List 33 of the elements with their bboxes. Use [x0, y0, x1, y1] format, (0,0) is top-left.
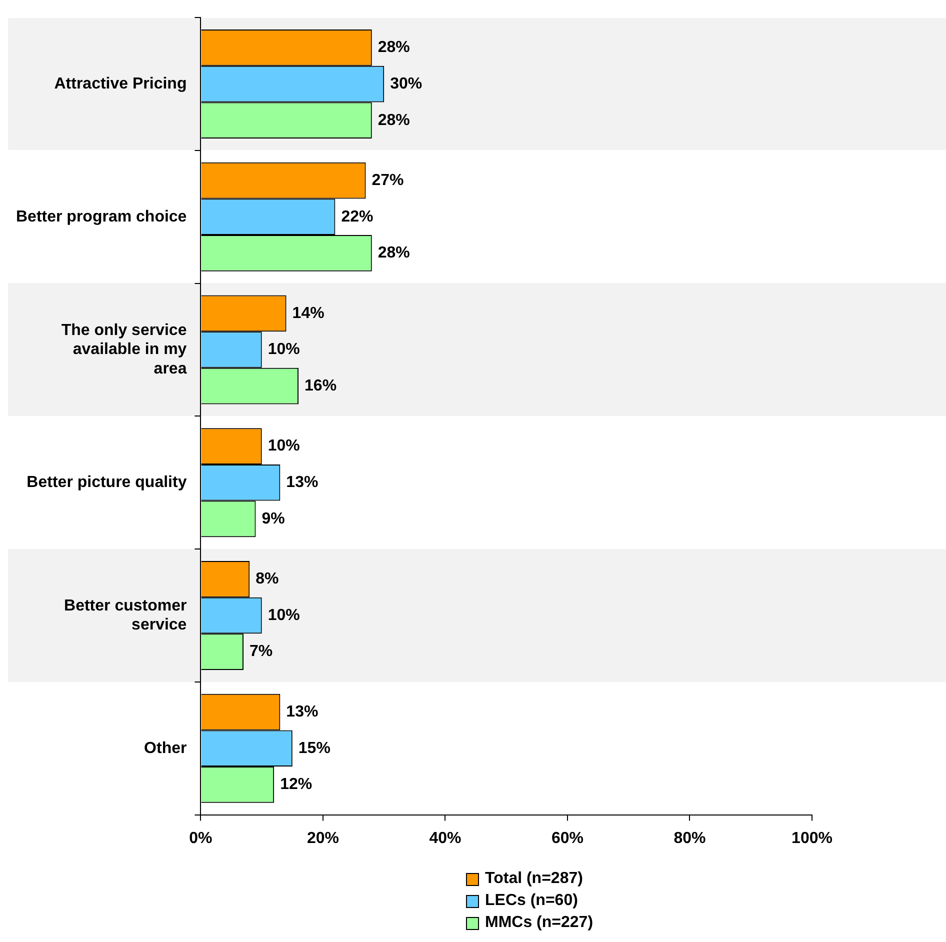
legend-label: MMCs (n=227)	[485, 914, 594, 932]
y-tick-label: Other	[144, 740, 187, 757]
data-label: 16%	[304, 377, 337, 394]
x-tick-label: 20%	[306, 830, 339, 847]
y-tick-label: Better program choice	[16, 208, 187, 226]
data-label: 8%	[256, 570, 279, 588]
data-label: 7%	[250, 643, 273, 660]
data-label: 28%	[378, 39, 410, 56]
data-label: 22%	[341, 208, 374, 226]
legend-label: LECs (n=60)	[485, 892, 578, 910]
y-tick-label: Attractive Pricing	[54, 75, 187, 92]
data-label: 10%	[268, 606, 300, 624]
data-label: 13%	[286, 474, 318, 492]
y-tick-label: The only service available in my area	[61, 322, 187, 378]
data-label: 13%	[286, 703, 318, 720]
x-tick-label: 0%	[189, 830, 212, 847]
y-tick-label: Better customer service	[64, 597, 187, 634]
x-tick-label: 80%	[674, 830, 706, 847]
legend-label: Total (n=287)	[485, 870, 583, 888]
x-tick-label: 100%	[792, 830, 832, 847]
x-tick-label: 60%	[551, 830, 584, 847]
data-label: 12%	[280, 776, 312, 794]
data-label: 28%	[378, 112, 410, 129]
data-label: 15%	[298, 740, 330, 757]
data-label: 10%	[268, 341, 300, 358]
data-label: 27%	[372, 172, 404, 189]
x-tick-label: 40%	[429, 830, 462, 847]
data-label: 9%	[262, 510, 285, 528]
data-label: 30%	[390, 75, 422, 92]
data-label: 10%	[268, 438, 300, 455]
data-label: 14%	[292, 304, 324, 322]
data-label: 28%	[378, 244, 410, 262]
y-tick-label: Better picture quality	[26, 474, 187, 492]
